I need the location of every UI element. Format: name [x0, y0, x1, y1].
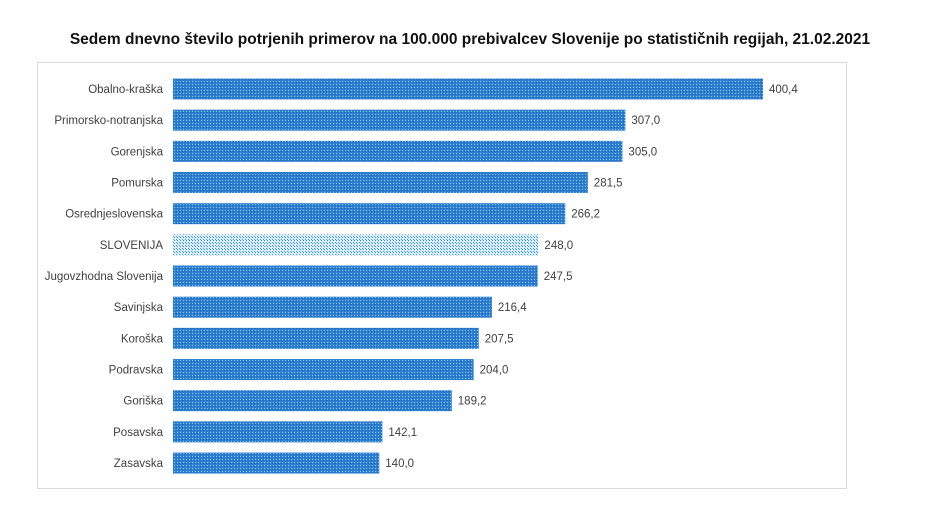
category-label: Zasavska — [114, 458, 164, 470]
bar — [173, 109, 626, 131]
bar — [173, 390, 452, 412]
data-label: 189,2 — [458, 396, 487, 408]
chart-frame — [37, 62, 847, 489]
category-label: Gorenjska — [111, 146, 164, 158]
data-label: 142,1 — [388, 427, 417, 439]
bar — [173, 452, 380, 474]
data-label: 266,2 — [571, 209, 600, 221]
bar — [173, 265, 538, 287]
data-label: 248,0 — [544, 240, 573, 252]
data-label: 400,4 — [769, 84, 798, 96]
bar — [173, 203, 566, 225]
bar — [173, 327, 479, 349]
category-label: SLOVENIJA — [100, 240, 164, 252]
data-label: 247,5 — [544, 271, 573, 283]
data-label: 305,0 — [628, 146, 657, 158]
category-label: Posavska — [113, 427, 163, 439]
bar — [173, 78, 763, 100]
bar — [173, 296, 492, 318]
bar — [173, 234, 539, 256]
bar — [173, 172, 588, 194]
category-label: Osrednjeslovenska — [65, 209, 163, 221]
category-label: Savinjska — [114, 302, 164, 314]
bar — [173, 140, 623, 162]
bar — [173, 421, 383, 443]
category-label: Pomurska — [111, 178, 163, 190]
bar — [173, 359, 474, 381]
category-label: Primorsko-notranjska — [54, 115, 163, 127]
category-label: Jugovzhodna Slovenija — [45, 271, 164, 283]
data-label: 204,0 — [480, 365, 509, 377]
data-label: 307,0 — [631, 115, 660, 127]
category-label: Koroška — [121, 333, 164, 345]
data-label: 140,0 — [385, 458, 414, 470]
category-label: Obalno-kraška — [88, 84, 163, 96]
chart-title: Sedem dnevno število potrjenih primerov … — [69, 31, 871, 48]
data-label: 216,4 — [498, 302, 527, 314]
data-label: 281,5 — [594, 178, 623, 190]
category-label: Podravska — [109, 365, 164, 377]
data-label: 207,5 — [485, 333, 514, 345]
category-label: Goriška — [123, 396, 163, 408]
